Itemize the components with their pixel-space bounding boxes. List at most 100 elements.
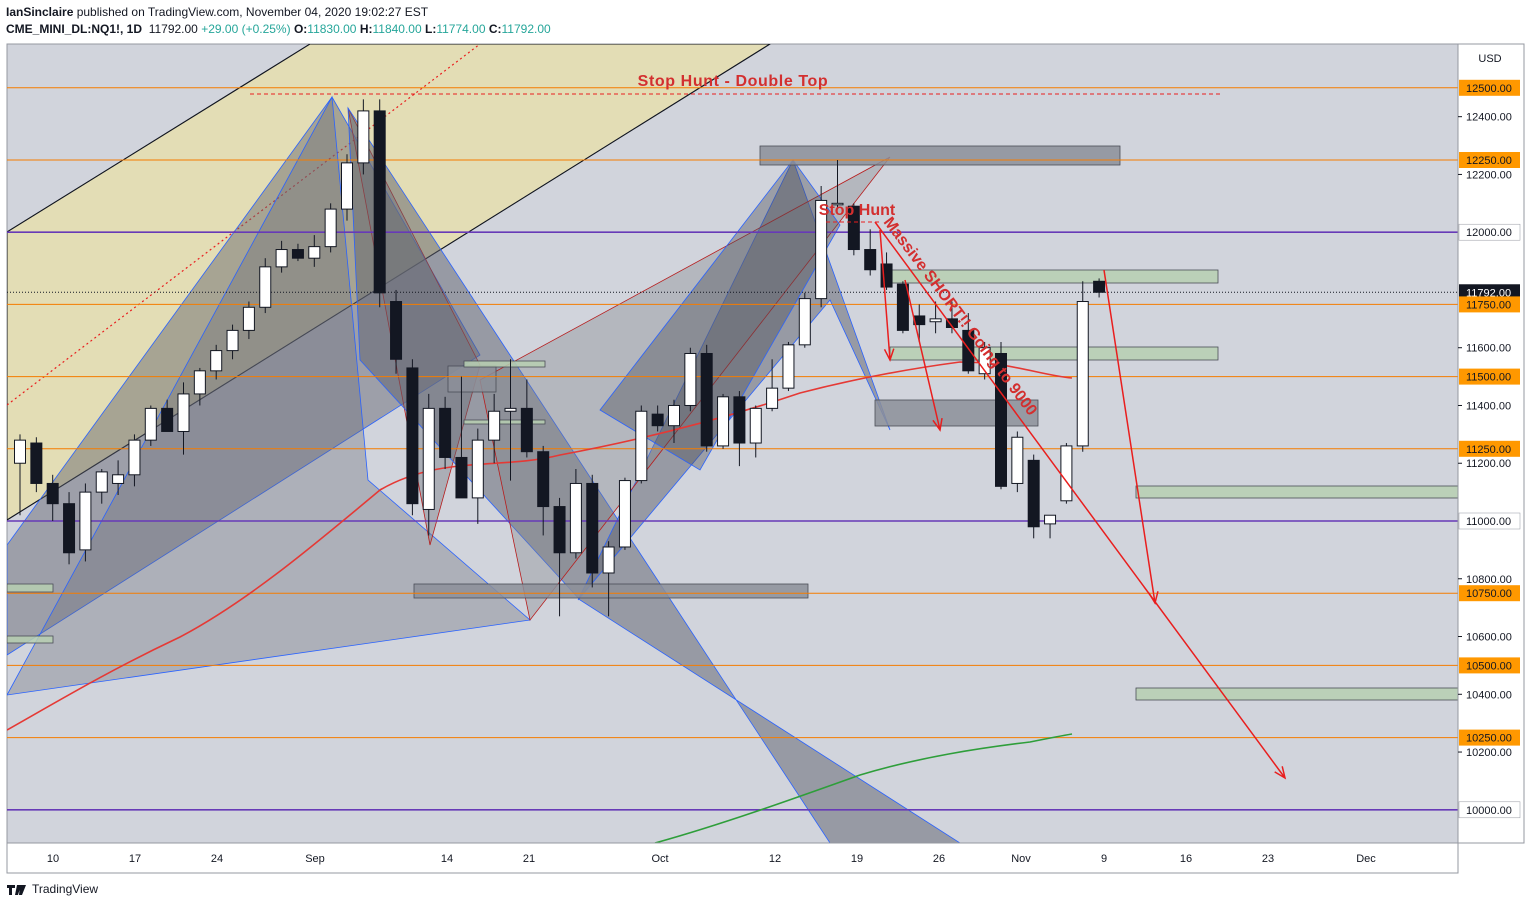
candle-body	[978, 347, 991, 375]
candle-body	[831, 202, 844, 206]
short-arrow-line	[879, 229, 891, 361]
supply-demand-zone	[7, 583, 54, 593]
symbol-label[interactable]: CME_MINI_DL:NQ1!, 1D	[6, 22, 143, 36]
candle-body	[1060, 445, 1073, 502]
level-price-label: 11000.00	[1466, 516, 1511, 528]
currency-badge[interactable]: USD	[1472, 50, 1508, 66]
tradingview-logo-icon	[7, 885, 26, 895]
candle-body	[635, 410, 648, 482]
candle-body	[177, 393, 190, 432]
candle-body	[46, 482, 59, 505]
y-tick-label: 10600.00	[1466, 632, 1512, 644]
candle-body	[929, 318, 942, 323]
candle-body	[733, 396, 746, 444]
low-label: L:	[425, 22, 437, 36]
y-tick-label: 12400.00	[1466, 112, 1512, 124]
candle-body	[520, 407, 533, 453]
candle-body	[864, 249, 877, 271]
candle-body	[569, 482, 582, 554]
level-price-label: 12500.00	[1466, 83, 1512, 95]
x-tick-label: Nov	[1011, 853, 1031, 865]
harmonic-pattern-5	[577, 158, 891, 601]
candle-body	[63, 503, 76, 554]
level-price-label: 12250.00	[1466, 155, 1512, 167]
candle-body	[79, 491, 92, 551]
x-tick-label: Oct	[651, 853, 668, 865]
currency-label: USD	[1478, 53, 1501, 65]
price-axis-labels: 10200.00 10400.00 10600.00 10800.00 11200.00…	[1458, 79, 1521, 819]
level-price-badge	[1459, 284, 1520, 301]
close-label: C:	[488, 22, 502, 36]
level-price-label: 11250.00	[1466, 444, 1511, 456]
y-tick-label: 10400.00	[1466, 689, 1512, 701]
last-price: 11792.00	[148, 22, 198, 36]
supply-demand-zone	[1135, 687, 1458, 701]
level-price-badge	[1459, 152, 1520, 168]
candle-body	[308, 246, 321, 259]
publisher-name[interactable]: IanSinclaire	[6, 5, 74, 19]
supply-demand-zone	[759, 145, 1121, 166]
x-tick-label: 21	[523, 853, 535, 865]
candle-body	[488, 410, 501, 441]
candle-body	[341, 162, 353, 210]
candle-body	[439, 407, 452, 458]
supply-demand-zone	[889, 346, 1219, 361]
level-price-label: 10500.00	[1466, 660, 1512, 672]
time-axis-labels: 10 17 24 Sep 14 21 Oct 12 19 26 Nov 9 16 23 Dec	[47, 853, 1376, 865]
candle-body	[455, 456, 468, 499]
level-price-badge	[1458, 801, 1521, 819]
candle-body	[30, 442, 43, 484]
candle-body	[1027, 459, 1040, 528]
level-price-label: 11500.00	[1466, 372, 1511, 384]
candle-body	[962, 329, 975, 372]
ohlc-legend: CME_MINI_DL:NQ1!, 1D 11792.00 +29.00 (+0…	[6, 22, 551, 36]
y-tick-label: 10200.00	[1466, 747, 1512, 759]
y-tick-label: 11400.00	[1466, 400, 1511, 412]
y-tick-label: 10800.00	[1466, 574, 1512, 586]
candle-body	[749, 407, 762, 444]
ma-green-line	[654, 733, 1073, 843]
candle-body	[390, 301, 403, 360]
harmonic-pattern-4	[347, 106, 961, 843]
candle-body	[651, 413, 664, 427]
x-tick-label: Sep	[305, 853, 325, 865]
y-tick-label: 11600.00	[1466, 343, 1511, 355]
candles	[14, 99, 1106, 617]
candle-body	[553, 506, 566, 554]
harmonic-pattern-7	[599, 159, 841, 471]
supply-demand-zone	[874, 399, 1039, 427]
level-price-label: 10000.00	[1466, 805, 1512, 817]
candle-body	[193, 370, 206, 395]
supply-demand-zone	[413, 583, 809, 599]
channel-median-dotted	[7, 44, 481, 406]
x-tick-label: 26	[933, 853, 945, 865]
footer-brand: TradingView	[32, 882, 99, 896]
supply-demand-zone	[447, 365, 497, 393]
level-price-badge	[1459, 368, 1520, 385]
candle-body	[1011, 436, 1024, 484]
candle-body	[422, 407, 435, 510]
x-tick-label: 24	[211, 853, 223, 865]
short-arrow-line	[874, 221, 1286, 779]
level-price-badge	[1459, 729, 1520, 746]
level-price-label: 11792.00	[1466, 287, 1511, 299]
time-axis[interactable]	[6, 842, 1459, 874]
tradingview-footer[interactable]: TradingView	[6, 882, 98, 896]
candle-body	[700, 352, 713, 447]
candle-body	[782, 344, 795, 389]
arrow-head-icon	[883, 348, 895, 362]
candle-body	[275, 249, 288, 268]
candle-body	[373, 110, 386, 294]
candle-body	[602, 546, 615, 574]
candle-body	[586, 482, 599, 574]
candle-body	[242, 306, 255, 331]
level-price-badge	[1459, 79, 1520, 96]
x-tick-label: 19	[851, 853, 863, 865]
candle-body	[847, 205, 860, 251]
candle-body	[684, 352, 697, 406]
candle-body	[324, 208, 337, 248]
level-price-label: 12000.00	[1466, 227, 1512, 239]
x-tick-label: 10	[47, 853, 59, 865]
candle-body	[406, 367, 419, 505]
